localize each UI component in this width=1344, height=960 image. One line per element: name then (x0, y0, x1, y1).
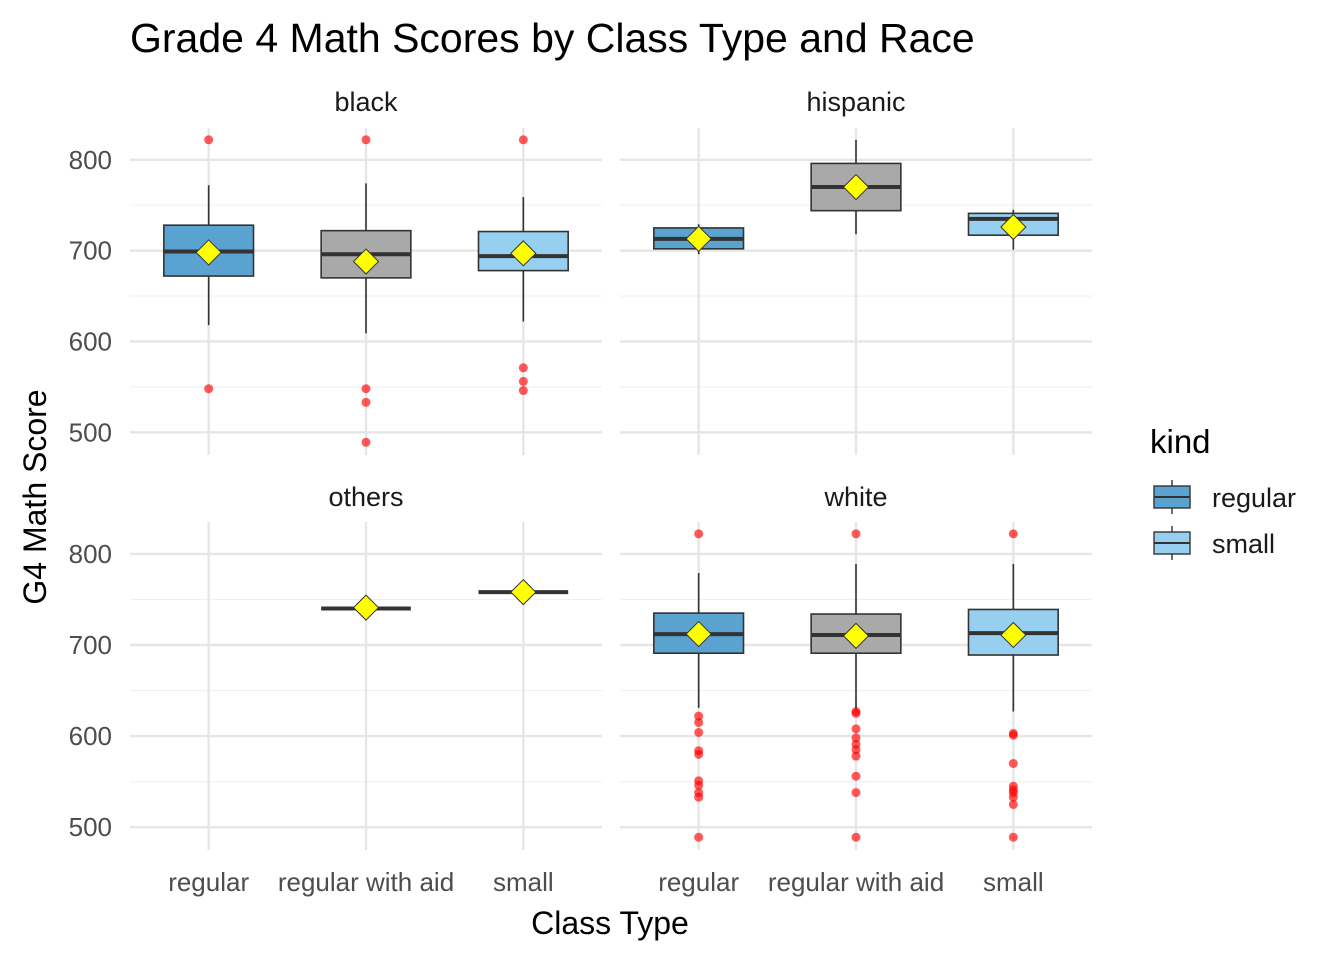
x-tick-label: small (983, 867, 1044, 897)
facet-hispanic: hispanic (620, 87, 1092, 455)
y-tick-label: 700 (69, 236, 112, 266)
y-tick-label: 700 (69, 630, 112, 660)
outlier-point (851, 733, 861, 743)
outlier-point (361, 397, 371, 407)
facet-label: others (328, 482, 403, 512)
outlier-point (694, 749, 704, 759)
box-regular-with-aid (320, 135, 412, 447)
y-tick-label: 500 (69, 812, 112, 842)
mean-marker (685, 620, 712, 648)
y-tick-label: 800 (69, 539, 112, 569)
box-regular-with-aid (810, 529, 902, 842)
facet-others: others 500 600 700 800 regular regular with ai… (69, 482, 602, 897)
outlier-point (204, 384, 214, 394)
x-tick-label: regular with aid (768, 867, 944, 897)
outlier-point (1008, 758, 1018, 768)
outlier-point (851, 708, 861, 718)
chart-title: Grade 4 Math Scores by Class Type and Ra… (130, 15, 975, 61)
box-regular (163, 135, 255, 394)
facet-label: white (823, 482, 887, 512)
outlier-point (518, 376, 528, 386)
box-regular (653, 224, 745, 255)
outlier-point (1008, 792, 1018, 802)
x-tick-label: regular with aid (278, 867, 454, 897)
y-tick-label: 600 (69, 721, 112, 751)
box-small (478, 578, 569, 606)
box-regular-with-aid (321, 594, 411, 621)
mean-marker (1000, 213, 1027, 241)
x-axis-title: Class Type (531, 905, 689, 941)
outlier-point (851, 529, 861, 539)
box-small (967, 529, 1059, 842)
x-tick-label: small (493, 867, 554, 897)
legend-label: regular (1212, 483, 1296, 513)
legend-title: kind (1150, 423, 1211, 460)
outlier-point (851, 751, 861, 761)
legend-entry-small: small (1153, 526, 1275, 560)
outlier-point (518, 386, 528, 396)
facet-black: black 500 600 700 800 (69, 87, 602, 455)
box-regular-with-aid (810, 139, 902, 235)
outlier-point (694, 780, 704, 790)
mean-marker (842, 622, 870, 650)
facet-label: hispanic (806, 87, 905, 117)
y-axis-title: G4 Math Score (17, 389, 53, 604)
outlier-point (694, 529, 704, 539)
facet-label: black (334, 87, 398, 117)
mean-marker (510, 578, 537, 606)
outlier-point (694, 711, 704, 721)
x-tick-label: regular (168, 867, 249, 897)
outlier-point (204, 135, 214, 145)
y-tick-label: 600 (69, 326, 112, 356)
box-regular (653, 529, 745, 842)
outlier-point (1008, 730, 1018, 740)
outlier-point (851, 788, 861, 798)
outlier-point (361, 135, 371, 145)
outlier-point (851, 771, 861, 781)
mean-marker (1000, 621, 1027, 649)
outlier-point (361, 437, 371, 447)
box-small (477, 135, 569, 396)
mean-marker (352, 248, 380, 275)
outlier-point (851, 745, 861, 755)
box-small (967, 209, 1059, 250)
y-tick-label: 500 (69, 417, 112, 447)
mean-marker (842, 173, 870, 201)
outlier-point (518, 135, 528, 145)
outlier-point (694, 792, 704, 802)
legend-label: small (1212, 529, 1275, 559)
outlier-point (1008, 529, 1018, 539)
x-tick-label: regular (658, 867, 739, 897)
outlier-point (694, 717, 704, 727)
outlier-point (1008, 799, 1018, 809)
outlier-point (1008, 832, 1018, 842)
mean-marker (352, 594, 380, 621)
mean-marker (510, 240, 537, 267)
mean-marker (685, 225, 712, 253)
outlier-point (694, 832, 704, 842)
facet-panels: black 500 600 700 800 hispanic others 500 600 700… (69, 87, 1092, 897)
outlier-point (518, 363, 528, 373)
outlier-point (851, 724, 861, 734)
y-tick-label: 800 (69, 145, 112, 175)
legend: kind regular small (1150, 423, 1296, 560)
outlier-point (851, 832, 861, 842)
legend-entry-regular: regular (1153, 480, 1296, 514)
facet-white: white regular regular with aid small (620, 482, 1092, 897)
mean-marker (195, 239, 222, 266)
outlier-point (361, 384, 371, 394)
outlier-point (694, 727, 704, 737)
